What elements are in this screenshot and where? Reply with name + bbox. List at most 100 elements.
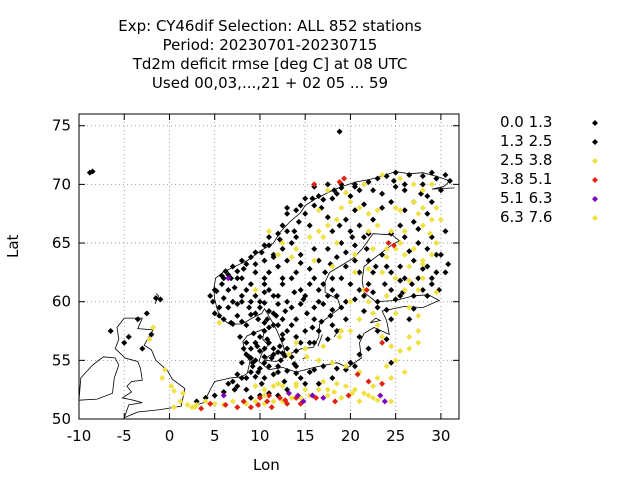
station-marker (342, 366, 349, 373)
station-marker (322, 269, 329, 276)
station-marker (261, 242, 268, 249)
station-marker (442, 228, 449, 235)
station-marker (315, 228, 322, 235)
station-marker (419, 261, 426, 268)
station-marker (220, 316, 227, 323)
station-marker (238, 359, 245, 366)
station-marker (419, 286, 426, 293)
station-marker (379, 339, 386, 346)
station-marker (361, 292, 367, 299)
station-marker (146, 336, 153, 343)
station-marker (388, 286, 395, 293)
station-marker (311, 316, 318, 323)
station-marker (342, 189, 349, 196)
station-marker (320, 343, 327, 350)
station-marker (284, 210, 291, 217)
y-tick-label: 65 (52, 234, 71, 252)
legend-marker (592, 215, 598, 221)
station-marker (415, 275, 422, 282)
station-marker (428, 216, 435, 223)
station-marker (351, 269, 358, 276)
station-marker (288, 304, 295, 311)
x-axis-title: Lon (253, 456, 280, 474)
station-marker (234, 404, 241, 411)
station-marker (211, 310, 218, 317)
station-marker (338, 184, 345, 191)
station-marker (238, 257, 245, 264)
station-marker (351, 183, 358, 190)
station-marker (410, 305, 417, 312)
station-marker (365, 345, 372, 352)
station-marker (428, 251, 435, 258)
station-marker (275, 263, 282, 270)
station-marker (306, 222, 313, 229)
station-marker (229, 263, 236, 270)
station-marker (390, 177, 397, 184)
station-marker (211, 400, 218, 407)
station-marker (268, 355, 275, 361)
station-marker (410, 245, 417, 252)
station-marker (252, 286, 259, 293)
station-marker (291, 228, 298, 235)
station-marker (324, 187, 331, 194)
station-marker (284, 367, 291, 374)
station-marker (351, 386, 358, 393)
station-marker (254, 343, 261, 350)
station-marker (281, 378, 288, 385)
station-marker (320, 378, 327, 385)
station-marker (415, 240, 422, 247)
station-marker (229, 378, 236, 385)
station-marker (365, 210, 372, 217)
station-marker (293, 316, 300, 323)
station-marker (247, 369, 254, 376)
station-marker (342, 363, 349, 370)
station-marker (264, 398, 271, 405)
station-marker (279, 275, 286, 282)
station-marker (302, 380, 309, 387)
station-marker (415, 328, 422, 335)
station-marker (293, 339, 300, 346)
station-marker (216, 319, 223, 326)
station-marker (231, 284, 238, 291)
plot-frame (78, 113, 460, 420)
station-marker (415, 339, 422, 346)
station-marker (406, 172, 413, 178)
station-marker (302, 386, 309, 393)
station-marker (193, 398, 200, 405)
x-tick-label: 10 (250, 427, 269, 445)
station-marker (240, 265, 247, 272)
station-marker (270, 345, 277, 352)
station-marker (324, 336, 331, 343)
x-tick-label: 25 (386, 427, 405, 445)
station-marker (220, 389, 227, 396)
station-marker (401, 275, 408, 282)
station-marker (309, 392, 316, 399)
station-marker (392, 275, 399, 282)
station-marker (361, 234, 367, 241)
station-marker (279, 222, 286, 229)
station-marker (392, 310, 399, 317)
station-marker (256, 333, 263, 340)
station-marker (428, 169, 435, 176)
station-marker (279, 281, 286, 288)
station-marker (247, 311, 254, 318)
station-marker (347, 193, 354, 200)
station-marker (247, 345, 254, 352)
station-marker (383, 292, 390, 299)
station-marker (406, 263, 413, 270)
station-marker (266, 269, 272, 276)
station-marker (279, 336, 286, 343)
x-tick-label: 5 (210, 427, 220, 445)
station-marker (249, 359, 256, 366)
station-marker (275, 369, 282, 376)
station-marker (252, 398, 259, 405)
station-marker (406, 316, 413, 323)
station-marker (424, 193, 431, 200)
station-marker (261, 257, 268, 264)
station-marker (406, 248, 413, 255)
station-marker (297, 339, 304, 346)
station-marker (329, 322, 336, 329)
station-marker (442, 172, 449, 178)
station-marker (261, 328, 268, 335)
station-marker (356, 204, 363, 211)
